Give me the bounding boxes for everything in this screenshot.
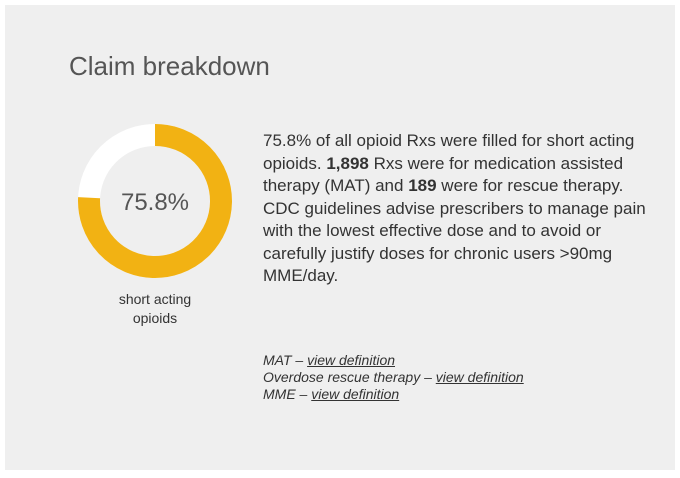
definition-term: MAT – [263,352,308,368]
definition-term: MME – [263,386,312,402]
definition-link[interactable]: view definition [435,369,524,385]
definition-link[interactable]: view definition [311,386,400,402]
card-title: Claim breakdown [69,51,270,81]
summary-text: Rxs were for medication assisted therapy… [263,153,624,196]
definition-row: Overdose rescue therapy – view definitio… [263,369,524,386]
summary-text: were for rescue therapy. CDC guidelines … [263,176,646,285]
definitions: MAT – view definition Overdose rescue the… [263,352,524,403]
card: Claim breakdown 75.8% short acting opioi… [5,5,675,470]
summary-text: 75.8% of all opioid Rxs were filled for … [263,131,635,173]
summary-figure: 1,898 [326,153,369,173]
summary-figure: 189 [408,176,437,195]
summary: 75.8% of all opioid Rxs were filled for … [263,130,658,288]
definition-term: Overdose rescue therapy – [263,369,436,385]
donut-value-label: 75.8% [121,189,189,216]
definition-row: MAT – view definition [263,352,524,369]
definition-row: MME – view definition [263,386,524,403]
definition-link[interactable]: view definition [307,352,396,368]
donut-arc [78,124,232,278]
chart-label: short acting opioids [118,291,192,326]
donut-chart: 75.8% [78,124,232,278]
